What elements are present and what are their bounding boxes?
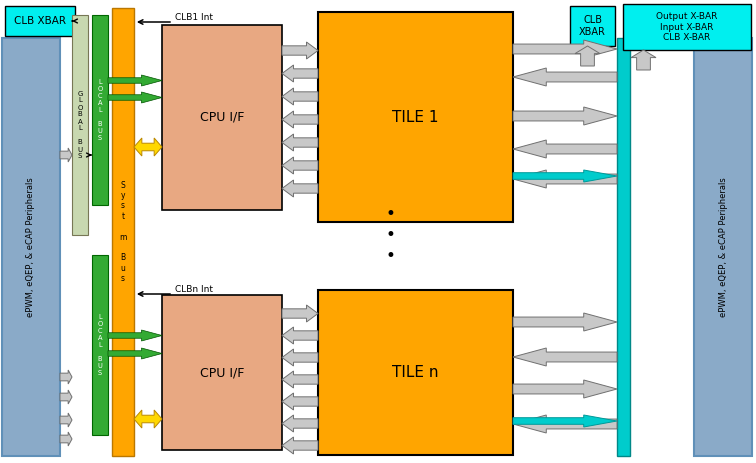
- Polygon shape: [108, 92, 162, 103]
- Polygon shape: [513, 380, 617, 398]
- Polygon shape: [108, 330, 162, 341]
- Text: CLBn Int: CLBn Int: [175, 286, 213, 294]
- Polygon shape: [282, 415, 318, 432]
- Polygon shape: [108, 348, 162, 359]
- Bar: [72, 15, 88, 235]
- Polygon shape: [575, 46, 600, 66]
- Polygon shape: [513, 170, 617, 188]
- Polygon shape: [282, 437, 318, 454]
- Polygon shape: [282, 134, 318, 151]
- Bar: [318, 12, 513, 222]
- Polygon shape: [513, 107, 617, 125]
- Polygon shape: [631, 50, 656, 70]
- Polygon shape: [282, 180, 318, 197]
- Polygon shape: [282, 305, 318, 322]
- Polygon shape: [513, 68, 617, 86]
- Polygon shape: [60, 390, 72, 404]
- Polygon shape: [282, 393, 318, 410]
- Text: Output X-BAR
Input X-BAR
CLB X-BAR: Output X-BAR Input X-BAR CLB X-BAR: [656, 12, 717, 42]
- Polygon shape: [282, 42, 318, 59]
- Bar: [92, 255, 108, 435]
- Polygon shape: [513, 40, 617, 58]
- Bar: [92, 15, 108, 205]
- Polygon shape: [513, 415, 617, 427]
- Text: L
O
C
A
L
 
B
U
S: L O C A L B U S: [98, 314, 103, 376]
- Polygon shape: [513, 348, 617, 366]
- Polygon shape: [513, 415, 617, 433]
- Bar: [617, 38, 630, 456]
- Polygon shape: [513, 170, 617, 182]
- Text: ePWM, eQEP, & eCAP Peripherals: ePWM, eQEP, & eCAP Peripherals: [718, 177, 727, 317]
- Polygon shape: [134, 410, 162, 428]
- Polygon shape: [282, 371, 318, 388]
- Bar: [318, 290, 513, 455]
- Text: S
y
s
t
 
m
 
B
u
s: S y s t m B u s: [119, 181, 127, 283]
- Bar: [5, 6, 75, 36]
- Polygon shape: [282, 157, 318, 174]
- Polygon shape: [60, 432, 72, 446]
- Text: TILE 1: TILE 1: [392, 110, 438, 125]
- Polygon shape: [282, 88, 318, 105]
- Polygon shape: [282, 111, 318, 128]
- Text: L
O
C
A
L
 
B
U
S: L O C A L B U S: [98, 79, 103, 141]
- Bar: [570, 6, 615, 46]
- Bar: [694, 38, 752, 456]
- Polygon shape: [60, 148, 72, 162]
- Polygon shape: [282, 349, 318, 366]
- Bar: [162, 295, 282, 450]
- Polygon shape: [513, 140, 617, 158]
- Text: G
L
O
B
A
L
 
B
U
S: G L O B A L B U S: [77, 90, 82, 159]
- Polygon shape: [134, 138, 162, 156]
- Text: TILE n: TILE n: [392, 365, 438, 380]
- Text: CLB XBAR: CLB XBAR: [14, 16, 66, 26]
- Polygon shape: [282, 327, 318, 344]
- Text: CPU I/F: CPU I/F: [200, 111, 244, 124]
- Text: CLB
XBAR: CLB XBAR: [579, 15, 606, 37]
- Polygon shape: [108, 75, 162, 86]
- Bar: [112, 8, 134, 456]
- Text: CPU I/F: CPU I/F: [200, 366, 244, 379]
- Polygon shape: [60, 370, 72, 384]
- Text: •
•
•: • • •: [385, 205, 395, 265]
- Polygon shape: [282, 65, 318, 82]
- Text: ePWM, eQEP, & eCAP Peripherals: ePWM, eQEP, & eCAP Peripherals: [26, 177, 36, 317]
- Bar: [623, 4, 751, 50]
- Polygon shape: [60, 413, 72, 427]
- Polygon shape: [513, 313, 617, 331]
- Text: CLB1 Int: CLB1 Int: [175, 13, 213, 23]
- Bar: [162, 25, 282, 210]
- Bar: [2, 38, 60, 456]
